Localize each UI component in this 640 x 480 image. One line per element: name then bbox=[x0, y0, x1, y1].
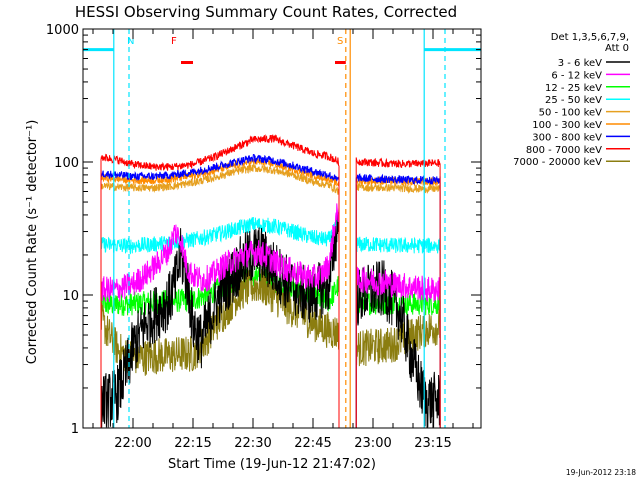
legend-header-line: Att 0 bbox=[605, 43, 629, 54]
series-line-300-800keV-seg0 bbox=[100, 154, 340, 428]
y-tick-label: 100 bbox=[54, 156, 79, 171]
x-axis-label: Start Time (19-Jun-12 21:47:02) bbox=[168, 457, 376, 472]
series-line-300-800keV-seg1 bbox=[355, 173, 441, 428]
plot-contents bbox=[83, 29, 481, 428]
series-line-25-50keV-seg1 bbox=[355, 236, 441, 428]
legend-header-line: Det 1,3,5,6,7,9, bbox=[551, 32, 629, 43]
series-line-3-6keV-seg0 bbox=[100, 212, 340, 428]
axes: 1 10 100 1000 22:00 22:15 22:30 22:45 23:00 23:15 bbox=[46, 23, 482, 451]
legend-entry-label: 100 - 300 keV bbox=[532, 120, 602, 131]
legend-entry-label: 25 - 50 keV bbox=[545, 95, 602, 106]
legend-entry-label: 300 - 800 keV bbox=[532, 132, 602, 143]
legend-entry-label: 12 - 25 keV bbox=[545, 83, 602, 94]
x-tick-label: 23:00 bbox=[354, 436, 391, 451]
series-line-3-6keV-seg1 bbox=[355, 260, 441, 428]
x-tick-label: 22:45 bbox=[294, 436, 331, 451]
x-tick-label: 22:30 bbox=[234, 436, 271, 451]
annotation-label-f: F bbox=[171, 36, 177, 47]
legend-entry-label: 3 - 6 keV bbox=[558, 58, 602, 69]
legend-entry-label: 7000 - 20000 keV bbox=[513, 157, 602, 168]
x-tick-label: 22:15 bbox=[174, 436, 211, 451]
legend-entry-label: 800 - 7000 keV bbox=[526, 145, 602, 156]
annotation-label-n: N bbox=[127, 36, 134, 47]
series-line-800-7000keV-seg1 bbox=[355, 157, 441, 428]
y-tick-label: 1000 bbox=[46, 23, 79, 38]
y-tick-label: 1 bbox=[71, 422, 79, 437]
chart-title: HESSI Observing Summary Count Rates, Cor… bbox=[75, 3, 457, 21]
x-tick-label: 22:00 bbox=[114, 436, 151, 451]
x-tick-label: 23:15 bbox=[414, 436, 451, 451]
footer-timestamp: 19-Jun-2012 23:18 bbox=[566, 468, 636, 477]
annotation-label-s: S bbox=[337, 36, 343, 47]
y-tick-label: 10 bbox=[62, 289, 79, 304]
series-line-7000-20000keV-seg1 bbox=[355, 308, 441, 428]
series-line-50-100keV-seg1 bbox=[355, 182, 441, 428]
series-line-50-100keV-seg0 bbox=[100, 162, 340, 428]
legend-entry-label: 6 - 12 keV bbox=[551, 70, 602, 81]
plot-frame bbox=[82, 28, 482, 429]
series-line-6-12keV-seg1 bbox=[355, 266, 441, 428]
series-line-800-7000keV-seg0 bbox=[100, 134, 340, 428]
series-line-25-50keV-seg0 bbox=[100, 216, 340, 428]
y-axis-label: Corrected Count Rate (s⁻¹ detector⁻¹) bbox=[25, 120, 40, 365]
legend-entry-label: 50 - 100 keV bbox=[539, 108, 603, 119]
series-line-6-12keV-seg0 bbox=[100, 203, 340, 428]
